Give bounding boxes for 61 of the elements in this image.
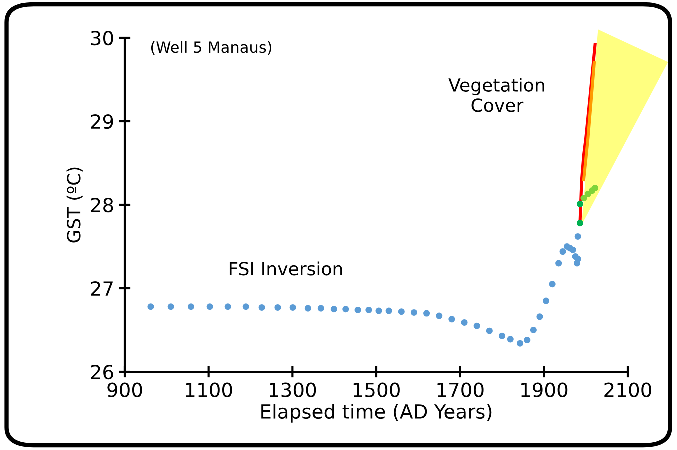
y-tick-label: 27 — [91, 281, 113, 296]
point — [206, 304, 214, 310]
point — [386, 308, 392, 314]
x-tick-label: 900 — [108, 382, 142, 398]
annotation: Vegetation Cover — [448, 78, 544, 112]
x-tick-label: 2100 — [604, 382, 652, 398]
x-axis-title: Elapsed time (AD Years) — [262, 404, 492, 423]
point — [290, 304, 296, 311]
point — [436, 312, 443, 320]
point — [242, 304, 250, 310]
point — [168, 304, 174, 310]
point — [461, 319, 468, 326]
x-tick-label: 1700 — [438, 382, 484, 398]
x-tick-label: 1300 — [270, 382, 316, 398]
y-tick-label: 28 — [91, 198, 114, 213]
point — [549, 281, 556, 288]
point — [543, 298, 550, 304]
point — [530, 326, 537, 334]
point — [574, 256, 582, 263]
x-tick-label: 1900 — [522, 382, 568, 398]
point — [576, 200, 584, 208]
point — [304, 305, 312, 312]
point — [536, 314, 544, 320]
point — [560, 248, 566, 256]
point — [592, 185, 599, 192]
point — [580, 195, 588, 202]
point — [574, 233, 582, 240]
point — [398, 308, 405, 316]
x-tick-label: 1500 — [354, 382, 400, 398]
point — [366, 306, 372, 314]
point — [576, 220, 584, 227]
point — [318, 305, 324, 312]
point — [498, 332, 506, 340]
point — [354, 306, 362, 314]
annotation: (Well 5 Manaus) — [151, 41, 272, 55]
point — [517, 340, 524, 347]
y-tick-label: 30 — [91, 30, 114, 46]
line-series — [582, 62, 596, 182]
y-tick-label: 26 — [91, 364, 114, 380]
point — [274, 304, 282, 311]
point — [570, 246, 576, 254]
y-axis-title: GST (ºC) — [66, 168, 83, 243]
point — [556, 260, 562, 267]
point — [507, 336, 514, 343]
point — [188, 304, 194, 310]
point — [424, 310, 430, 317]
annotation: FSI Inversion — [230, 262, 342, 276]
point — [224, 304, 232, 310]
x-tick-label: 1100 — [186, 382, 232, 398]
point — [330, 306, 338, 313]
point — [584, 190, 592, 198]
point — [448, 316, 456, 323]
point — [524, 337, 531, 344]
point — [376, 308, 382, 314]
y-tick-label: 29 — [91, 114, 114, 130]
point — [258, 304, 266, 311]
point — [342, 306, 350, 313]
point — [410, 309, 418, 316]
point — [148, 304, 154, 310]
point — [486, 328, 493, 334]
point — [474, 322, 480, 330]
